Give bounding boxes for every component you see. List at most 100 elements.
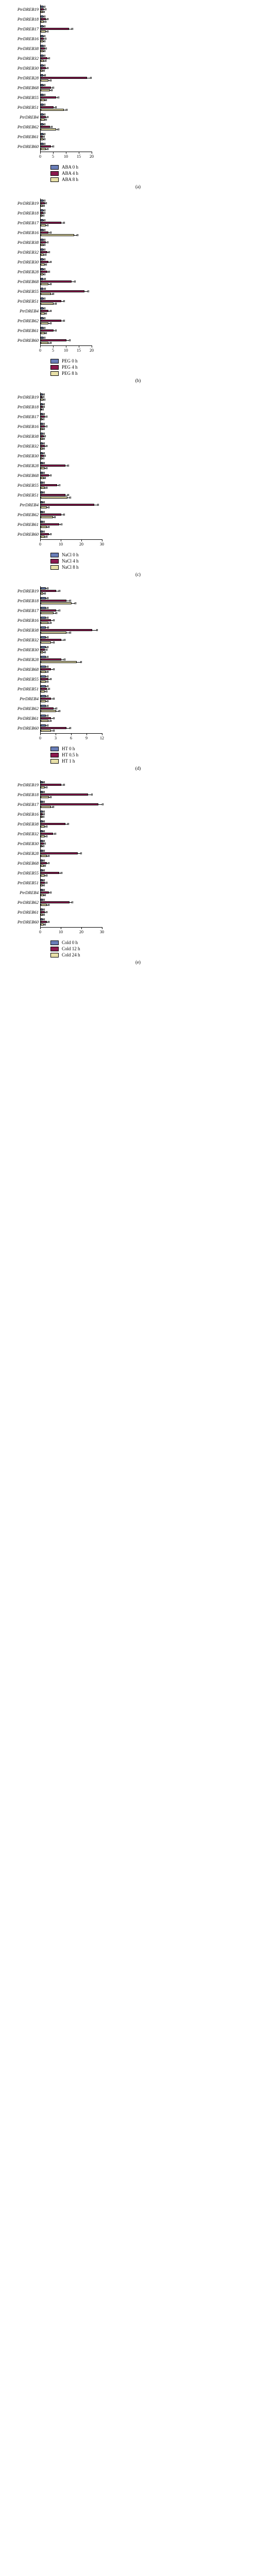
legend-row: Cold 24 h bbox=[50, 952, 272, 957]
bar bbox=[41, 794, 88, 796]
bar-group bbox=[41, 829, 102, 838]
bar bbox=[41, 290, 84, 292]
bar bbox=[41, 77, 87, 79]
gene-row: PtrDREB55 bbox=[41, 287, 92, 296]
bar-group bbox=[41, 441, 102, 451]
bar bbox=[41, 700, 46, 702]
bar bbox=[41, 283, 48, 285]
bar bbox=[41, 494, 65, 496]
gene-row: PtrDREB38 bbox=[41, 238, 92, 247]
bar bbox=[41, 587, 46, 589]
legend-row: HT 0 h bbox=[50, 746, 272, 751]
bar bbox=[41, 698, 51, 700]
gene-row: PtrDREB51 bbox=[41, 878, 102, 887]
legend-swatch bbox=[50, 953, 59, 957]
gene-label: PtrDREB19 bbox=[5, 7, 39, 12]
gene-label: PtrDREB32 bbox=[5, 637, 39, 642]
gene-row: PtrDREB19 bbox=[41, 780, 102, 789]
tick-label: 10 bbox=[64, 154, 68, 159]
error-cap-v bbox=[43, 914, 44, 916]
bar-group bbox=[41, 868, 102, 878]
gene-row: PtrDREB60 bbox=[41, 142, 92, 151]
tick-label: 0 bbox=[39, 736, 41, 740]
gene-label: PtrDREB4 bbox=[5, 696, 39, 701]
error-cap-v bbox=[43, 403, 44, 405]
bar bbox=[41, 602, 72, 604]
bar bbox=[41, 717, 51, 719]
legend-label: ABA 8 h bbox=[62, 177, 78, 182]
gene-label: PtrDREB30 bbox=[5, 453, 39, 458]
bar bbox=[41, 202, 45, 204]
error-cap-v bbox=[43, 462, 44, 464]
error-cap-v bbox=[45, 99, 46, 101]
gene-label: PtrDREB38 bbox=[5, 434, 39, 439]
tick-label: 12 bbox=[100, 736, 104, 740]
bar bbox=[41, 904, 47, 906]
bar-group bbox=[41, 819, 102, 829]
chart-a: PtrDREB19PtrDREB18PtrDREB17PtrDREB16PtrD… bbox=[40, 5, 92, 152]
bar-group bbox=[41, 530, 102, 539]
error-cap-v bbox=[43, 781, 44, 783]
gene-label: PtrDREB38 bbox=[5, 821, 39, 827]
bar-group bbox=[41, 625, 102, 635]
bar bbox=[41, 222, 61, 224]
bar bbox=[41, 128, 56, 130]
gene-label: PtrDREB30 bbox=[5, 65, 39, 71]
bar-group bbox=[41, 907, 102, 917]
panel-b: PtrDREB19PtrDREB18PtrDREB17PtrDREB16PtrD… bbox=[4, 199, 272, 383]
gene-row: PtrDREB30 bbox=[41, 257, 92, 267]
bar-group bbox=[41, 674, 102, 684]
gene-label: PtrDREB55 bbox=[5, 676, 39, 682]
error-cap-v bbox=[53, 698, 54, 700]
gene-label: PtrDREB17 bbox=[5, 220, 39, 225]
bar bbox=[41, 96, 56, 98]
tick-label: 10 bbox=[59, 542, 63, 547]
legend-row: ABA 4 h bbox=[50, 171, 272, 176]
bar bbox=[41, 79, 48, 81]
bar-group bbox=[41, 635, 102, 645]
gene-label: PtrDREB4 bbox=[5, 114, 39, 120]
error-cap-v bbox=[43, 11, 44, 13]
error-cap-v bbox=[43, 791, 44, 793]
gene-row: PtrDREB18 bbox=[41, 208, 92, 218]
gene-row: PtrDREB32 bbox=[41, 247, 92, 257]
error-cap-v bbox=[43, 70, 44, 72]
bar bbox=[41, 514, 61, 516]
bar bbox=[41, 504, 94, 506]
bar-group bbox=[41, 839, 102, 848]
bar-group bbox=[41, 112, 92, 122]
bar bbox=[41, 234, 74, 236]
bar-group bbox=[41, 665, 102, 674]
tick-label: 30 bbox=[100, 930, 104, 934]
error-cap-v bbox=[42, 408, 43, 410]
error-cap-v bbox=[63, 784, 64, 786]
chart-c: PtrDREB19PtrDREB18PtrDREB17PtrDREB16PtrD… bbox=[40, 392, 102, 540]
bar-group bbox=[41, 238, 92, 247]
bar-group bbox=[41, 34, 92, 43]
bar bbox=[41, 825, 45, 828]
gene-row: PtrDREB19 bbox=[41, 5, 92, 14]
gene-label: PtrDREB18 bbox=[5, 598, 39, 603]
bar bbox=[41, 280, 72, 283]
bar bbox=[41, 293, 51, 295]
bar bbox=[41, 707, 54, 709]
bar bbox=[41, 835, 45, 837]
gene-label: PtrDREB16 bbox=[5, 424, 39, 429]
gene-row: PtrDREB32 bbox=[41, 635, 102, 645]
error-cap-v bbox=[43, 482, 44, 484]
bar bbox=[41, 705, 46, 707]
bar bbox=[41, 342, 48, 344]
bar bbox=[41, 57, 47, 59]
bar-group bbox=[41, 5, 92, 14]
error-cap-v bbox=[53, 668, 54, 670]
error-cap-v bbox=[44, 894, 45, 896]
bar-group bbox=[41, 218, 92, 227]
gene-label: PtrDREB16 bbox=[5, 812, 39, 817]
bar-group bbox=[41, 780, 102, 789]
x-axis: 0102030 bbox=[40, 540, 102, 549]
error-cap-v bbox=[43, 889, 44, 891]
gene-label: PtrDREB18 bbox=[5, 404, 39, 409]
legend-swatch bbox=[50, 559, 59, 564]
gene-row: PtrDREB19 bbox=[41, 586, 102, 596]
gene-row: PtrDREB51 bbox=[41, 103, 92, 112]
